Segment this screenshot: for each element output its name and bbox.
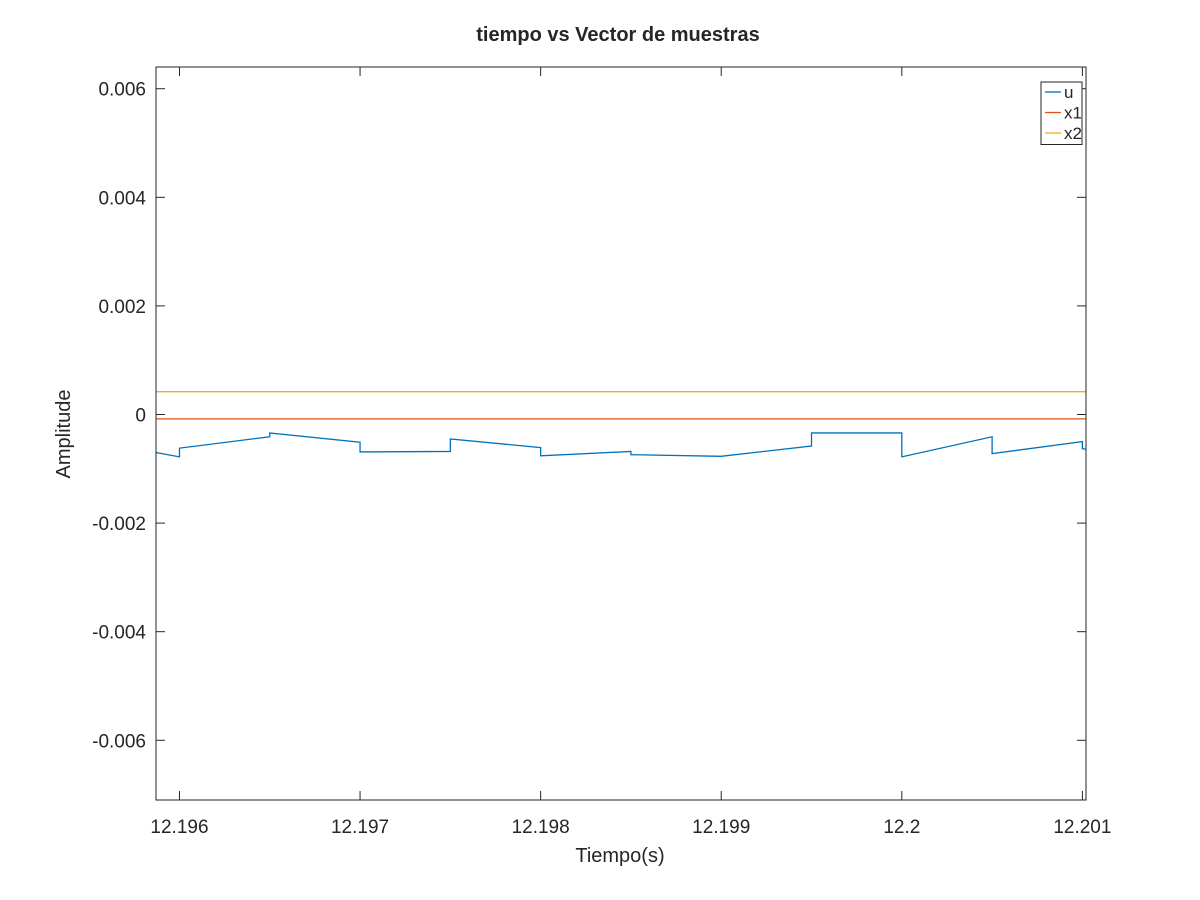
- x-tick-label: 12.199: [692, 817, 750, 838]
- x-axis-title: Tiempo(s): [575, 845, 664, 867]
- legend-label-u: u: [1064, 83, 1073, 102]
- y-axis-title: Amplitude: [53, 390, 75, 479]
- series-layer: [155, 391, 1087, 458]
- x-tick-label: 12.201: [1053, 817, 1111, 838]
- plot-area: [156, 67, 1086, 800]
- y-tick-label: -0.004: [92, 623, 146, 644]
- chart-title: tiempo vs Vector de muestras: [476, 24, 759, 46]
- plot-frame: [155, 66, 1087, 801]
- legend-label-x1: x1: [1064, 104, 1082, 123]
- x-tick-label: 12.198: [512, 817, 570, 838]
- x-tick-label: 12.196: [150, 817, 208, 838]
- x-tick-label: 12.2: [883, 817, 920, 838]
- ticks-layer: 12.196 12.197 12.198 12.199 12.2 12.201 0.006 0…: [92, 67, 1111, 838]
- y-tick-label: -0.002: [92, 514, 146, 535]
- y-tick-label: 0.004: [98, 188, 146, 209]
- x-tick-label: 12.197: [331, 817, 389, 838]
- y-tick-label: 0: [135, 405, 146, 426]
- y-tick-label: 0.006: [98, 80, 146, 101]
- y-tick-label: -0.006: [92, 731, 146, 752]
- legend-label-x2: x2: [1064, 124, 1082, 143]
- y-tick-label: 0.002: [98, 297, 146, 318]
- series-line-u: [155, 432, 1087, 458]
